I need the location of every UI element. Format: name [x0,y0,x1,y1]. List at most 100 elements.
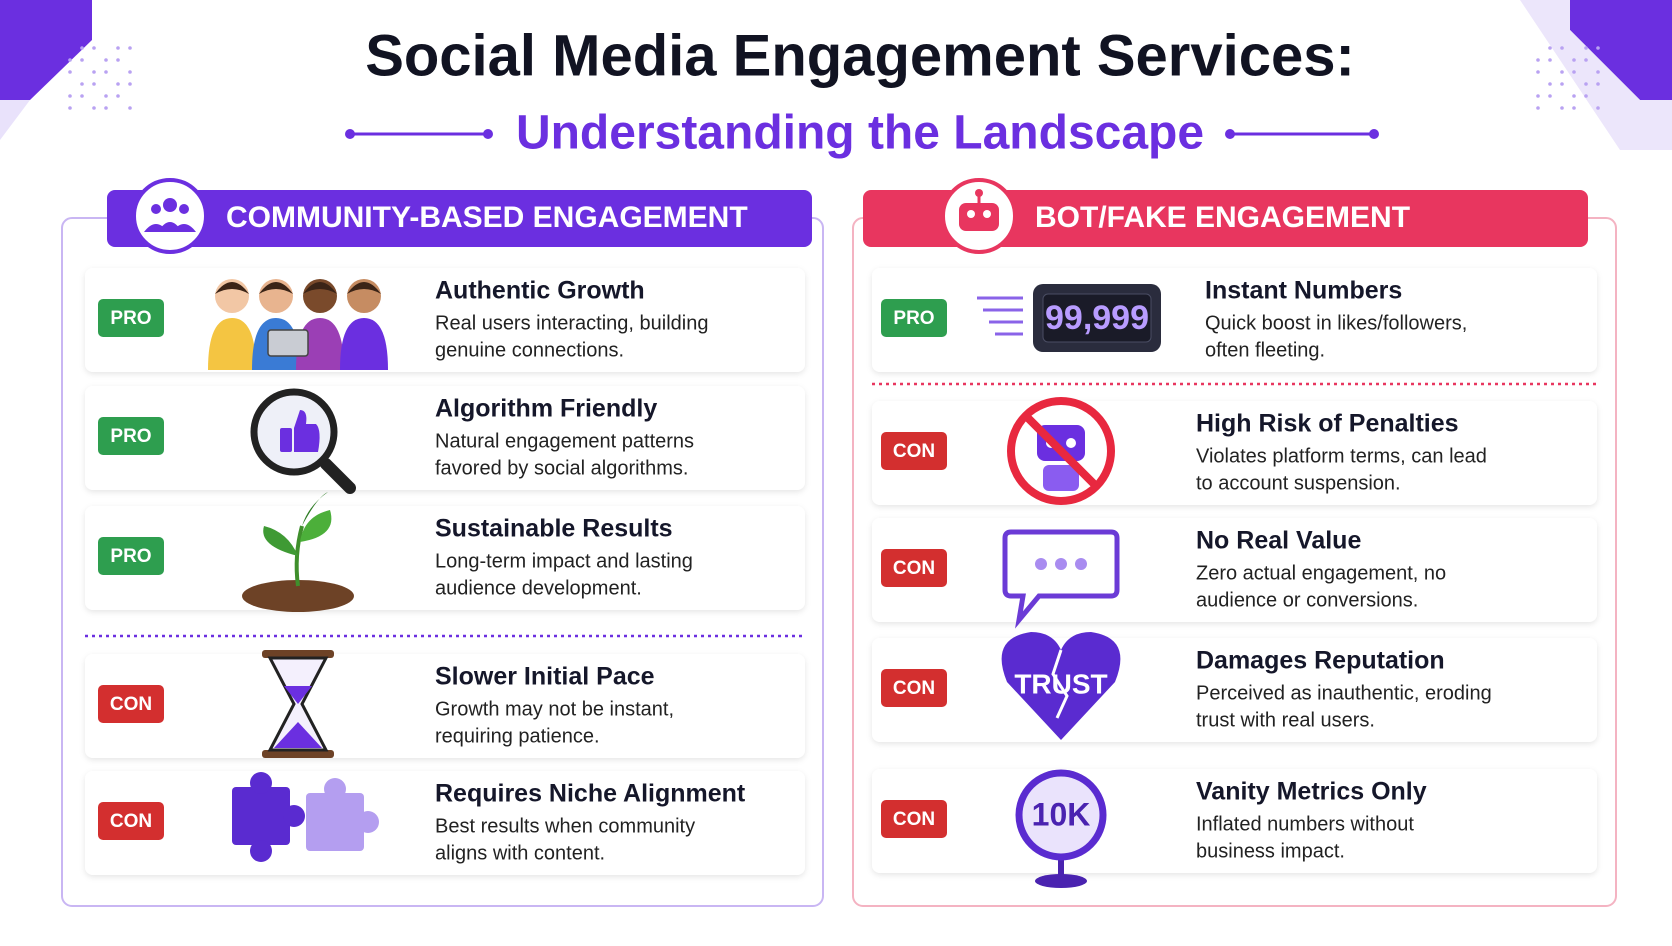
item-title: Sustainable Results [435,515,673,543]
dot [1560,106,1564,110]
dot-pattern [68,46,1600,110]
dot [1596,46,1600,50]
item-text: Best results when community [435,815,695,837]
dot [92,106,96,110]
dot [68,70,72,74]
dot [92,46,96,50]
piece [306,793,364,851]
badge-text: PRO [110,308,151,329]
corner-deco [0,0,92,100]
mirror [1015,769,1107,861]
dot [1572,58,1576,62]
badge [98,537,164,575]
dot [116,94,120,98]
dot [80,46,84,50]
dot [1572,106,1576,110]
counter-screen [1042,293,1152,343]
item-text: business impact. [1196,840,1345,862]
dot [68,106,72,110]
thumb [294,410,320,452]
panel-header [107,190,812,247]
dot [1596,82,1600,86]
subtitle-rule [345,129,355,139]
badge-text: CON [893,809,935,830]
item-icon [262,650,334,758]
dot [128,106,132,110]
item-row: CON No Real Value Zero actual engagement, … [872,518,1597,629]
item-row: PRO Authentic Growth Real users interactin… [85,268,805,372]
counter-text: 99,999 [1045,299,1149,337]
dot [68,58,72,62]
robot-body [1043,465,1079,491]
item-icon [1007,397,1115,505]
item-text: often fleeting. [1205,339,1325,361]
subtitle: Understanding the Landscape [516,107,1204,160]
item-row: PRO 99,999 Instant Numbers Quick boost in l… [872,268,1597,372]
dot [1536,70,1540,74]
dot [1596,106,1600,110]
piece [250,840,272,862]
dot [1584,58,1588,62]
bubble-dot [1075,558,1087,570]
dot [1560,82,1564,86]
badge [881,299,947,337]
header-icon [975,189,983,197]
item-icon [232,772,379,862]
dot [104,106,108,110]
item-text: Zero actual engagement, no [1196,562,1446,584]
piece [324,778,346,800]
item-title: No Real Value [1196,527,1361,555]
badge-text: CON [110,811,152,832]
badge [98,685,164,723]
item-icon: TRUST [1001,632,1121,740]
item-text: favored by social algorithms. [435,457,688,479]
item-row: CON 10K Vanity Metrics Only Inflated number… [872,769,1597,888]
dot [1548,58,1552,62]
badge-text: CON [893,441,935,462]
dot [1584,46,1588,50]
laptop [267,329,309,357]
item-title: Slower Initial Pace [435,663,655,691]
dot [92,70,96,74]
robot-eye [1066,438,1076,448]
panel: COMMUNITY-BASED ENGAGEMENT PRO Authentic G… [61,178,824,907]
person-hair [259,282,293,294]
badge-text: PRO [110,426,151,447]
header-icon [179,204,189,214]
item-text: Real users interacting, building [435,312,709,334]
badge [98,802,164,840]
item-title: Authentic Growth [435,277,645,305]
dot [1584,94,1588,98]
title: Social Media Engagement Services: [365,23,1355,88]
piece [232,787,290,845]
badge [98,299,164,337]
badge-text: PRO [893,308,934,329]
item-row: CON TRUST Damages Reputation Perceived as i… [872,632,1597,742]
dot [104,94,108,98]
sand [284,686,312,704]
dot [116,58,120,62]
dot [1572,94,1576,98]
badge [881,669,947,707]
badge-text: PRO [110,546,151,567]
corner-deco [1520,0,1672,150]
dot [128,70,132,74]
badge [881,432,947,470]
corner-deco [0,100,30,140]
piece [357,811,379,833]
item-text: Quick boost in likes/followers, [1205,312,1467,334]
panel-title: COMMUNITY-BASED ENGAGEMENT [226,201,748,234]
frame [262,750,334,758]
item-text: Inflated numbers without [1196,813,1414,835]
person-body [208,318,256,370]
item-row: CON Slower Initial Pace Growth may not be … [85,650,805,758]
item-text: Growth may not be instant, [435,698,674,720]
base [1035,874,1087,888]
header-icon [983,210,991,218]
header-icon [959,203,999,231]
dot [80,58,84,62]
soil [242,580,354,612]
dot [104,58,108,62]
frame [262,650,334,658]
